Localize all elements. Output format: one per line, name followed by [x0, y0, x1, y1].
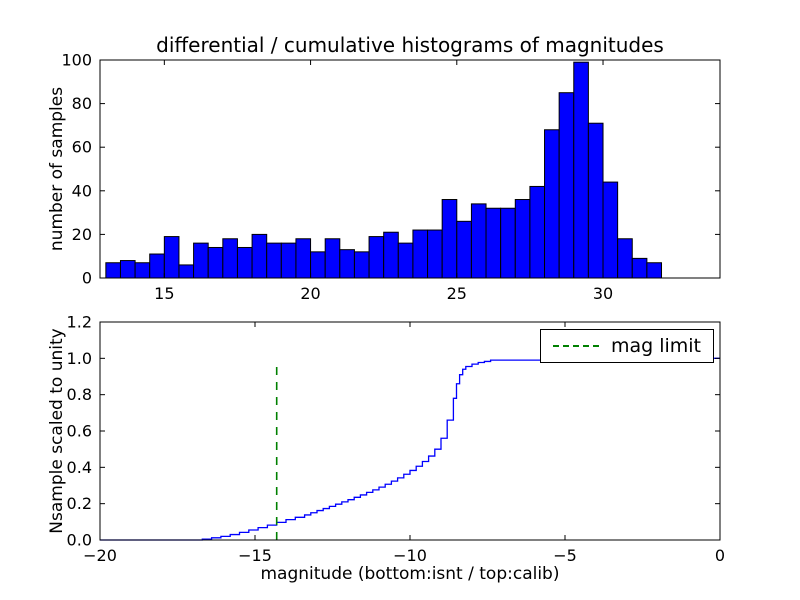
- histogram-bar: [207, 246, 224, 279]
- histogram-bar: [617, 238, 633, 279]
- x-tick-label: −20: [83, 546, 117, 565]
- histogram-bar: [163, 236, 180, 279]
- histogram-bar: [587, 122, 604, 279]
- x-tick-label: −10: [393, 546, 427, 565]
- histogram-bar: [236, 246, 253, 279]
- cumulative-step-line: [100, 357, 720, 541]
- chart-title: differential / cumulative histograms of …: [156, 33, 664, 57]
- y-tick-label: 80: [72, 94, 92, 113]
- histogram-bar: [573, 61, 589, 279]
- histogram-bar: [251, 233, 268, 279]
- histogram-bar: [485, 207, 502, 279]
- legend-label: mag limit: [610, 335, 701, 357]
- x-tick-label: −15: [238, 546, 272, 565]
- histogram-bar: [149, 253, 165, 279]
- x-tick-label: −5: [553, 546, 577, 565]
- histogram-bar: [339, 249, 355, 279]
- histogram-bar: [456, 220, 472, 279]
- histogram-bar: [119, 260, 136, 279]
- histogram-bar: [266, 242, 282, 279]
- histogram-bar: [368, 236, 385, 279]
- histogram-bar: [397, 242, 414, 279]
- x-tick-label: 15: [154, 284, 174, 303]
- histogram-bar: [310, 251, 326, 279]
- x-tick-label: 20: [300, 284, 320, 303]
- y-tick-label: 0.6: [67, 422, 92, 441]
- bottom-y-axis-label: Nsample scaled to unity: [47, 328, 67, 534]
- bottom-x-axis-label: magnitude (bottom:isnt / top:calib): [260, 564, 560, 584]
- x-tick-label: 30: [593, 284, 613, 303]
- y-tick-label: 0.8: [67, 385, 92, 404]
- histogram-bar: [500, 207, 516, 279]
- histogram-bar: [544, 129, 560, 279]
- bottom-cumulative-histogram: −20 −15 −10 −5 0 0.0 0.2 0.4 0.6 0.8 1.0 1.2: [67, 313, 726, 566]
- legend: mag limit: [539, 329, 714, 363]
- axes-frame: [99, 59, 721, 279]
- histogram-bar: [280, 242, 297, 279]
- y-tick-label: 40: [72, 181, 92, 200]
- histogram-bar: [222, 238, 238, 279]
- histogram-bar: [193, 242, 209, 279]
- top-differential-histogram: 15 20 25 30 0 20 40 60 80 100: [61, 51, 721, 303]
- histogram-bar: [353, 251, 370, 279]
- histogram-bar: [631, 257, 648, 279]
- y-tick-label: 60: [72, 138, 92, 157]
- histogram-bar: [105, 262, 121, 279]
- x-tick-label: 0: [715, 546, 725, 565]
- y-tick-label: 0.2: [67, 494, 92, 513]
- histogram-bar: [558, 92, 575, 279]
- mag-limit-dashed-line-sample: [552, 345, 599, 347]
- y-tick-label: 1.2: [67, 313, 92, 332]
- histogram-bar: [646, 262, 663, 279]
- histogram-bar: [178, 264, 195, 279]
- histogram-bar: [470, 203, 487, 279]
- histogram-bar: [295, 238, 312, 279]
- y-tick-label: 100: [61, 51, 92, 70]
- histogram-bar: [134, 262, 151, 279]
- histogram-bar: [529, 185, 546, 279]
- x-tick-label: 25: [447, 284, 467, 303]
- histogram-bar: [602, 181, 619, 279]
- top-y-axis-label: number of samples: [47, 86, 67, 252]
- y-tick-label: 0.4: [67, 458, 92, 477]
- y-tick-label: 0.0: [67, 531, 92, 550]
- histogram-bar: [412, 229, 429, 279]
- histogram-bar: [514, 199, 531, 279]
- histogram-bar: [383, 231, 399, 279]
- histogram-bar: [441, 199, 458, 279]
- histogram-bar: [427, 229, 443, 279]
- y-tick-label: 20: [72, 225, 92, 244]
- histogram-bar: [324, 238, 341, 279]
- y-tick-label: 1.0: [67, 349, 92, 368]
- y-tick-label: 0: [82, 269, 92, 288]
